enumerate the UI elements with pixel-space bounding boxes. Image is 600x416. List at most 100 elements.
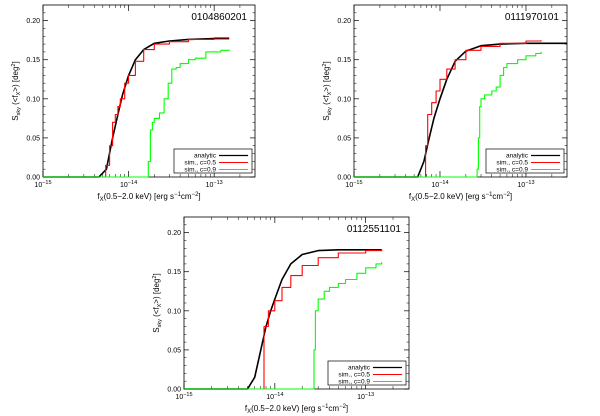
y-label-sub2: X	[327, 91, 333, 95]
x-axis-label: fX(0.5−2.0 keV) [erg s−1cm−2]	[409, 192, 512, 203]
x-label-f: f	[409, 192, 412, 201]
series-line-c05	[43, 37, 230, 178]
x-label-rest: (0.5−2.0 keV) [erg s	[251, 404, 321, 413]
chart-title: 0111970101	[505, 12, 560, 23]
y-axis-label: Ssky (<fX>) [deg2]	[11, 61, 22, 120]
x-label-end: ]	[510, 192, 512, 201]
series-line-c09	[184, 262, 383, 390]
x-label-mid: cm	[181, 192, 192, 201]
x-label-mid: cm	[328, 404, 339, 413]
y-label-s: S	[152, 327, 161, 332]
series-line-c05	[184, 249, 383, 390]
x-tick-label: 10−14	[120, 180, 137, 189]
y-tick-label: 0.05	[337, 135, 351, 142]
x-tick-exp: −15	[42, 180, 51, 186]
x-label-sub: X	[247, 409, 251, 415]
y-tick-label: 0.00	[337, 175, 351, 182]
x-label-rest: (0.5−2.0 keV) [erg s	[104, 192, 174, 201]
x-tick-exp: −15	[353, 180, 362, 186]
y-label-end: ]	[11, 61, 20, 63]
x-label-mid: cm	[492, 192, 503, 201]
legend-label: sim., c=0.5	[338, 372, 370, 379]
x-tick-base: 10	[357, 394, 365, 401]
y-label-rest2: >) [deg	[322, 67, 331, 92]
y-label-rest: (<f	[322, 95, 331, 108]
x-label-f: f	[97, 192, 100, 201]
y-tick-label: 0.10	[167, 308, 181, 315]
y-tick-label: 0.15	[337, 57, 351, 64]
x-tick-label: 10−15	[175, 392, 192, 401]
x-tick-base: 10	[517, 182, 525, 189]
x-tick-exp: −14	[274, 392, 283, 398]
y-label-sup: 2	[152, 275, 158, 278]
x-tick-base: 10	[175, 394, 183, 401]
y-tick-label: 0.00	[167, 387, 181, 394]
y-label-end: ]	[322, 61, 331, 63]
y-axis-label: Ssky (<fX>) [deg2]	[152, 273, 163, 332]
x-tick-base: 10	[206, 182, 214, 189]
x-tick-base: 10	[431, 182, 439, 189]
legend-label: analytic	[194, 153, 217, 160]
y-label-s: S	[322, 115, 331, 120]
y-axis-label: Ssky (<fX>) [deg2]	[322, 61, 333, 120]
x-tick-exp: −13	[365, 392, 374, 398]
series-line-c05	[354, 40, 542, 178]
y-label-rest2: >) [deg	[152, 279, 161, 304]
x-tick-label: 10−14	[431, 180, 448, 189]
x-tick-label: 10−15	[34, 180, 51, 189]
y-tick-label: 0.10	[26, 96, 40, 103]
y-tick-label: 0.20	[26, 18, 40, 25]
legend-label: analytic	[348, 365, 371, 372]
x-tick-label: 10−15	[345, 180, 362, 189]
x-label-sup1: −1	[322, 404, 330, 410]
x-label-end: ]	[346, 404, 348, 413]
y-label-s: S	[11, 115, 20, 120]
x-label-sub: X	[100, 197, 104, 203]
y-label-sub2: X	[157, 303, 163, 307]
chart-title: 0104860201	[191, 12, 247, 23]
y-label-sub: sky	[157, 319, 163, 328]
y-tick-label: 0.10	[337, 96, 351, 103]
x-tick-exp: −13	[213, 180, 222, 186]
legend-label: sim., c=0.5	[496, 160, 528, 167]
y-label-end: ]	[152, 273, 161, 275]
x-tick-base: 10	[34, 182, 42, 189]
x-tick-base: 10	[266, 394, 274, 401]
x-axis-label: fX(0.5−2.0 keV) [erg s−1cm−2]	[97, 192, 200, 203]
legend-label: sim., c=0.9	[184, 167, 216, 174]
x-label-f: f	[245, 404, 248, 413]
y-label-sup: 2	[322, 63, 328, 66]
x-label-sub: X	[411, 197, 415, 203]
y-label-sub2: X	[16, 91, 22, 95]
y-label-sub: sky	[327, 107, 333, 116]
x-label-end: ]	[198, 192, 200, 201]
legend-label: sim., c=0.5	[184, 160, 216, 167]
y-label-rest: (<f	[11, 95, 20, 108]
x-tick-exp: −13	[525, 180, 534, 186]
y-tick-label: 0.20	[167, 230, 181, 237]
x-tick-label: 10−13	[357, 392, 374, 401]
y-tick-label: 0.15	[167, 269, 181, 276]
x-tick-label: 10−13	[206, 180, 223, 189]
series-line-analytic	[184, 249, 382, 390]
x-label-sup1: −1	[486, 192, 494, 198]
series-line-c09	[43, 49, 230, 178]
x-tick-exp: −14	[128, 180, 137, 186]
legend-label: sim., c=0.9	[338, 379, 370, 386]
y-label-sub: sky	[16, 107, 22, 116]
x-label-sup2: −2	[339, 404, 347, 410]
x-tick-exp: −14	[439, 180, 448, 186]
x-label-sup2: −2	[503, 192, 511, 198]
x-axis-label: fX(0.5−2.0 keV) [erg s−1cm−2]	[245, 404, 348, 415]
y-tick-label: 0.05	[26, 135, 40, 142]
series-line-c09	[354, 51, 542, 178]
chart-title: 0112551101	[347, 224, 402, 235]
x-tick-base: 10	[120, 182, 128, 189]
